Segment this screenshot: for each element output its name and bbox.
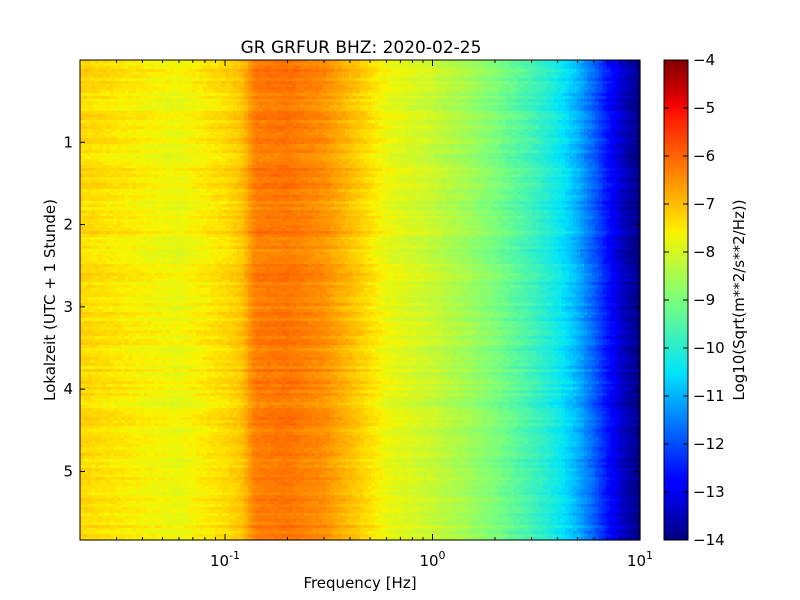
heatmap-area xyxy=(80,60,641,541)
chart-title: GR GRFUR BHZ: 2020-02-25 xyxy=(241,38,482,58)
